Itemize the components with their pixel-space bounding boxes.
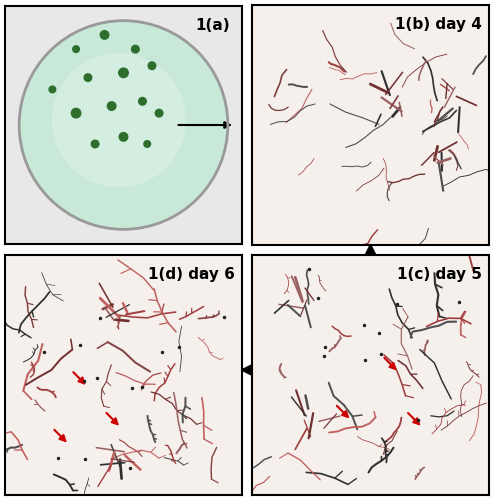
Circle shape <box>131 46 139 53</box>
Circle shape <box>73 46 80 52</box>
Circle shape <box>155 110 163 117</box>
Text: 1(d) day 6: 1(d) day 6 <box>148 267 235 282</box>
Circle shape <box>19 20 228 230</box>
Circle shape <box>71 108 81 118</box>
Text: 1(c) day 5: 1(c) day 5 <box>397 267 482 282</box>
Circle shape <box>119 68 128 78</box>
Text: 1(b) day 4: 1(b) day 4 <box>395 17 482 32</box>
Circle shape <box>107 102 116 110</box>
Text: 1(a): 1(a) <box>196 18 230 34</box>
Circle shape <box>100 30 109 39</box>
Circle shape <box>52 54 185 186</box>
Circle shape <box>144 140 151 147</box>
Circle shape <box>84 74 92 82</box>
Circle shape <box>91 140 99 148</box>
Circle shape <box>119 132 128 141</box>
Circle shape <box>139 98 146 105</box>
Circle shape <box>148 62 156 70</box>
Circle shape <box>49 86 56 93</box>
